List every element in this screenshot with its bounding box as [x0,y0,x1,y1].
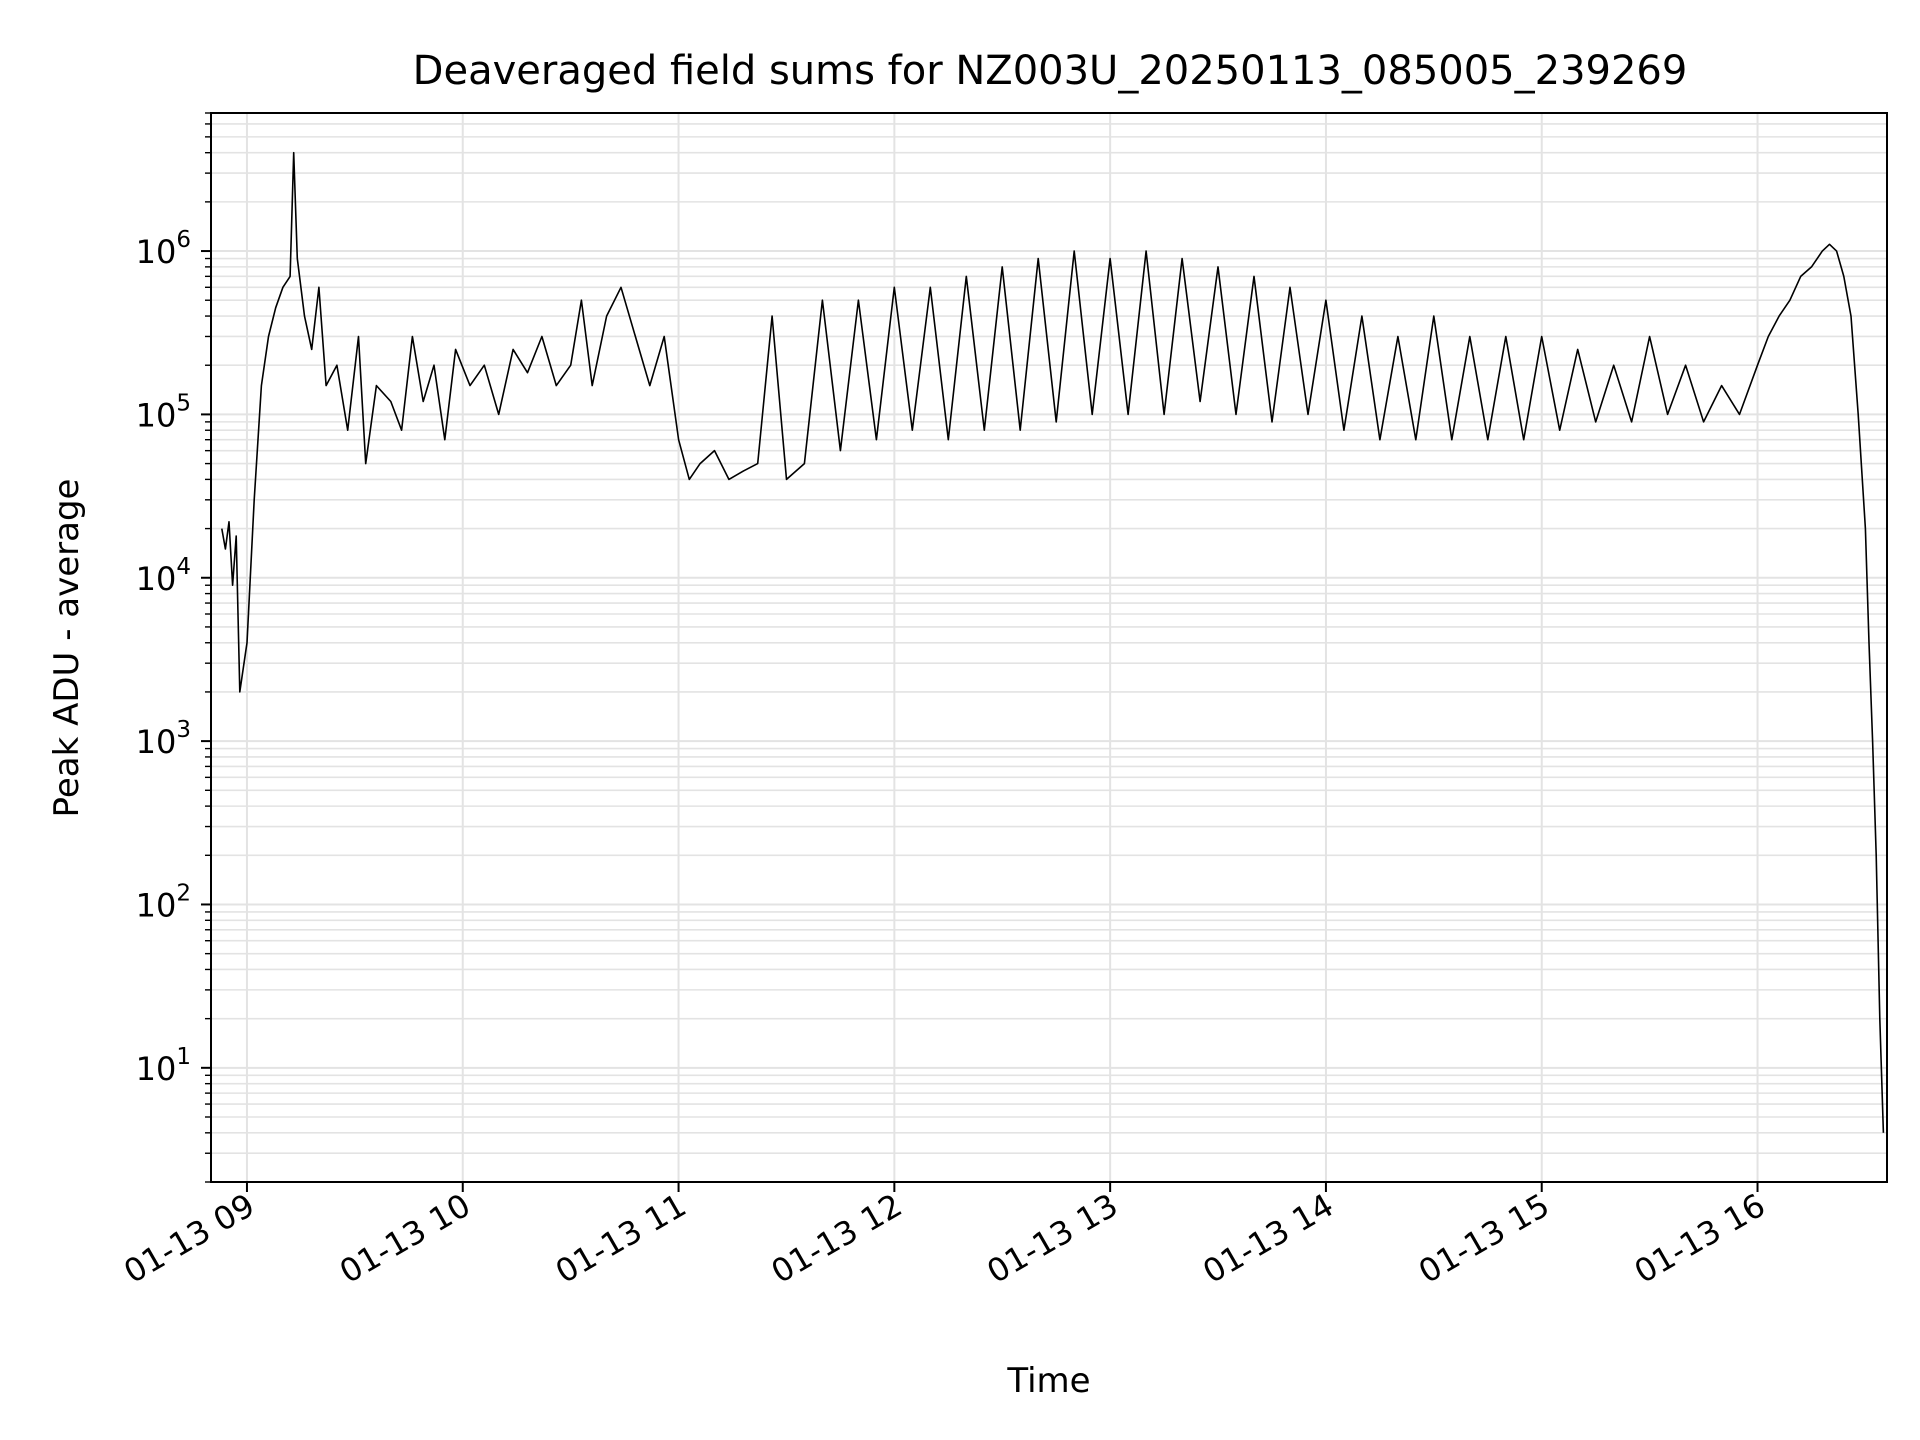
chart-title: Deaveraged field sums for NZ003U_2025011… [413,48,1688,94]
plot-frame [210,112,1888,1183]
x-tick-label: 01-13 11 [549,1186,693,1291]
x-tick-label: 01-13 09 [117,1186,261,1291]
y-tick-label: 103 [136,717,191,761]
x-axis: 01-13 09 01-13 10 01-13 11 01-13 12 01-13 13… [117,1182,1772,1291]
x-tick-label: 01-13 16 [1628,1186,1772,1291]
y-tick-label: 101 [136,1044,191,1088]
x-tick-label: 01-13 15 [1412,1186,1556,1291]
x-tick-label: 01-13 13 [981,1186,1125,1291]
y-tick-label: 104 [136,554,191,598]
series-line [221,151,1885,1133]
y-axis-label: Peak ADU - average [47,479,87,818]
y-tick-label: 102 [136,880,191,924]
x-tick-label: 01-13 10 [333,1186,477,1291]
y-tick-label: 105 [136,390,191,434]
grid [211,112,1887,1183]
x-axis-label: Time [1006,1361,1090,1401]
x-tick-label: 01-13 14 [1196,1186,1340,1291]
y-axis: 101 102 103 104 105 106 [136,112,211,1183]
x-tick-label: 01-13 12 [765,1186,909,1291]
y-tick-label: 106 [136,227,191,271]
